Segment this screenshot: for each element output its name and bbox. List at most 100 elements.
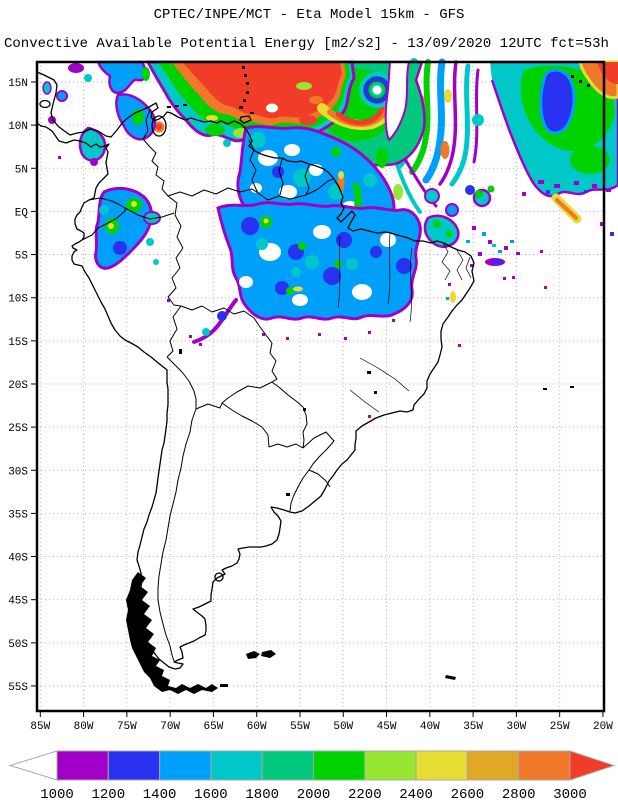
lon-tick-label: 45W bbox=[377, 721, 397, 733]
colorbar-label: 1800 bbox=[245, 787, 279, 800]
cape-blob bbox=[296, 82, 312, 90]
trinidad-island bbox=[239, 115, 252, 124]
cape-blob bbox=[336, 232, 352, 248]
lat-tick-label: 10S bbox=[8, 294, 28, 306]
lon-tick-label: 70W bbox=[160, 721, 180, 733]
cape-blob bbox=[96, 60, 147, 95]
cape-streak bbox=[449, 63, 471, 187]
cape-blob bbox=[84, 74, 92, 82]
cape-blob bbox=[487, 185, 495, 193]
colorbar-segment bbox=[415, 750, 468, 781]
cape-arc bbox=[555, 198, 578, 220]
cape-blob bbox=[305, 255, 319, 269]
colorbar-label: 2800 bbox=[502, 787, 536, 800]
lat-tick-label: 45S bbox=[8, 596, 28, 608]
cape-streak bbox=[409, 59, 431, 175]
colorbar-label: 1400 bbox=[143, 787, 177, 800]
colorbar-segment bbox=[466, 750, 520, 781]
cape-blob bbox=[256, 238, 268, 250]
cape-blob bbox=[492, 259, 502, 265]
cape-blob bbox=[376, 148, 388, 168]
lon-tick-label: 50W bbox=[333, 721, 353, 733]
cape-blob bbox=[396, 258, 412, 274]
cape-blob bbox=[440, 141, 450, 159]
cape-blob bbox=[153, 259, 159, 265]
coastline bbox=[36, 71, 475, 670]
lake-maracaibo bbox=[151, 115, 167, 137]
lat-tick-label: 5N bbox=[15, 164, 28, 176]
colorbar: 1000 1200 1400 1600 1800 2000 2200 2400 2600 2800… bbox=[8, 750, 616, 800]
cape-blob bbox=[142, 67, 150, 81]
cape-blob bbox=[445, 203, 459, 217]
cape-blob bbox=[380, 233, 396, 247]
lon-tick-label: 75W bbox=[117, 721, 137, 733]
map-title-model: CPTEC/INPE/MCT - Eta Model 15km - GFS bbox=[153, 7, 465, 23]
cape-blob bbox=[241, 217, 259, 235]
lat-tick-label: 10N bbox=[8, 121, 28, 133]
cape-blob bbox=[223, 139, 231, 147]
lat-tick-label: 50S bbox=[8, 639, 28, 651]
cape-specks bbox=[448, 226, 547, 289]
lat-tick-label: 15S bbox=[8, 337, 28, 349]
cape-streak bbox=[438, 60, 458, 186]
cape-blob bbox=[205, 124, 225, 136]
cape-blob bbox=[206, 115, 218, 121]
cape-blob bbox=[217, 311, 227, 321]
colorbar-over-arrow bbox=[569, 750, 616, 781]
lon-tick-label: 85W bbox=[30, 721, 50, 733]
cape-blob bbox=[472, 114, 484, 126]
cape-blob bbox=[250, 132, 266, 148]
cape-blob bbox=[94, 186, 154, 270]
colorbar-segment bbox=[56, 750, 109, 781]
colorbar-label: 2000 bbox=[297, 787, 331, 800]
lon-tick-label: 20W bbox=[593, 721, 613, 733]
cape-blob bbox=[445, 230, 453, 238]
lon-tick-label: 30W bbox=[506, 721, 526, 733]
colorbar-label: 3000 bbox=[553, 787, 587, 800]
cape-blob bbox=[424, 188, 440, 204]
lon-tick-label: 65W bbox=[204, 721, 224, 733]
colorbar-label: 1000 bbox=[40, 787, 74, 800]
cape-blob bbox=[56, 90, 68, 102]
lat-tick-label: 5S bbox=[15, 251, 29, 263]
colorbar-segment bbox=[159, 750, 212, 781]
colorbar-segment bbox=[261, 750, 315, 781]
cape-arc bbox=[335, 102, 385, 126]
cape-blob bbox=[298, 242, 306, 250]
cape-blob bbox=[275, 281, 289, 295]
cape-blob bbox=[384, 61, 411, 142]
cape-blob bbox=[352, 284, 372, 300]
colorbar-label: 2600 bbox=[451, 787, 485, 800]
colorbar-segment bbox=[210, 750, 263, 781]
lat-tick-label: 15N bbox=[8, 78, 28, 90]
cape-blob bbox=[465, 185, 475, 195]
lat-tick-label: 55S bbox=[8, 682, 28, 694]
cape-specks bbox=[58, 156, 61, 159]
colorbar-label: 2400 bbox=[399, 787, 433, 800]
cape-field bbox=[42, 58, 618, 418]
lake-nicaragua bbox=[39, 99, 51, 109]
cape-blob bbox=[113, 241, 127, 255]
cape-blob bbox=[444, 89, 452, 103]
cape-blob bbox=[334, 260, 342, 268]
colorbar-label: 1200 bbox=[91, 787, 125, 800]
cape-streak bbox=[422, 58, 446, 184]
cape-specks bbox=[492, 244, 496, 247]
cape-blob bbox=[108, 223, 114, 229]
cape-blob bbox=[539, 68, 576, 135]
lat-tick-label: 25S bbox=[8, 423, 28, 435]
cape-blob bbox=[433, 220, 441, 228]
cape-blob bbox=[68, 63, 84, 73]
colorbar-label: 2200 bbox=[348, 787, 382, 800]
cape-blob bbox=[597, 62, 618, 84]
cyclone-eye bbox=[370, 83, 384, 97]
map-title-field: Convective Available Potential Energy [m… bbox=[4, 36, 609, 52]
colorbar-label: 1600 bbox=[194, 787, 228, 800]
cape-blob bbox=[292, 294, 308, 306]
cape-blob bbox=[570, 146, 610, 174]
cape-blob bbox=[279, 185, 297, 199]
state-borders bbox=[337, 233, 472, 413]
cape-blob bbox=[363, 173, 377, 187]
cape-blob bbox=[393, 184, 403, 200]
